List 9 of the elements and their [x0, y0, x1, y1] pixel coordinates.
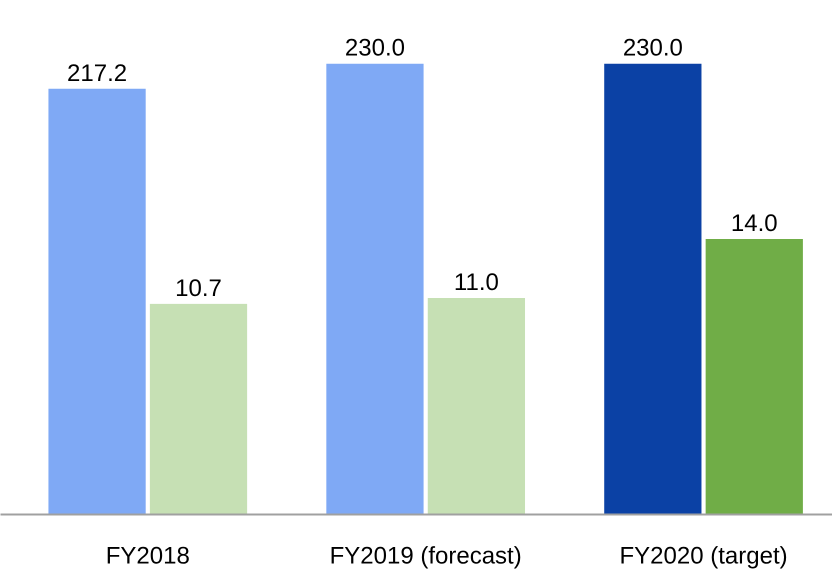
data-label: 10.7: [175, 274, 222, 302]
data-label: 14.0: [730, 210, 778, 237]
x-tick-label: FY2019 (forecast): [330, 542, 522, 570]
x-tick-label: FY2018: [106, 542, 190, 570]
x-tick-label: FY2020 (target): [620, 542, 788, 570]
data-label: 230.0: [622, 34, 683, 62]
data-label: 230.0: [344, 34, 405, 62]
data-label: 217.2: [67, 60, 128, 87]
data-label: 11.0: [454, 269, 499, 296]
